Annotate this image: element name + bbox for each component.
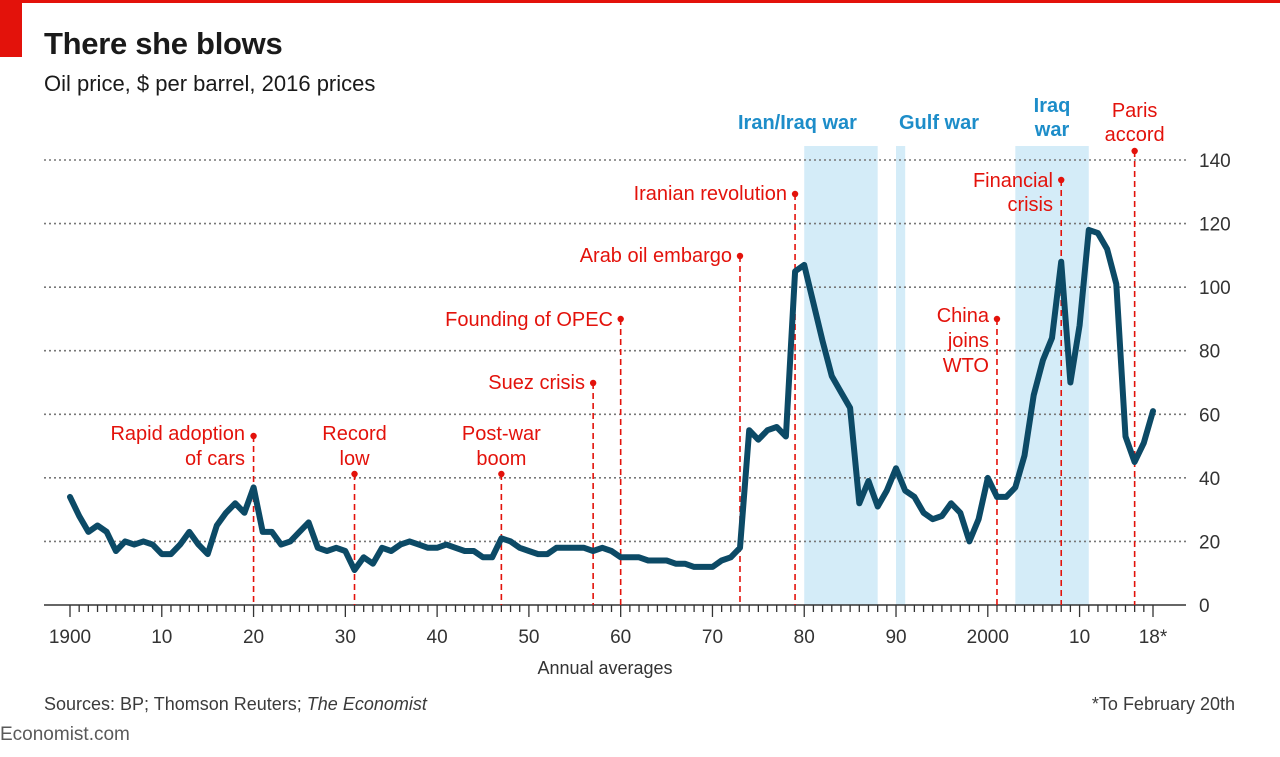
event-label-1957: Suez crisis [488,372,585,394]
sources-text: Sources: BP; Thomson Reuters; [44,694,307,714]
x-tick-label-30: 30 [335,627,356,648]
event-label-1947: boom [476,448,526,470]
chart-subtitle: Oil price, $ per barrel, 2016 prices [44,71,376,96]
y-tick-label-40: 40 [1199,469,1220,490]
x-tick-label-90: 90 [885,627,906,648]
x-axis-label: Annual averages [537,658,672,678]
y-tick-label-140: 140 [1199,151,1231,172]
x-tick-label-60: 60 [610,627,631,648]
event-dot-1947 [498,470,505,478]
war-band-1 [896,146,906,605]
event-dot-1973 [736,252,744,260]
event-label-2001: joins [947,330,989,352]
event-label-2001: China [937,305,990,327]
war-label-2: war [1034,119,1070,141]
event-label-2008: crisis [1007,194,1053,216]
event-dot-1931 [351,470,358,478]
event-label-1979: Iranian revolution [634,183,787,205]
y-tick-label-80: 80 [1199,342,1220,363]
war-label-2: Iraq [1034,95,1071,117]
event-label-2016: accord [1105,124,1165,146]
war-band-2 [1015,146,1089,605]
event-label-1931: Record [322,423,386,445]
red-tag [0,0,22,57]
x-tick-label-40: 40 [427,627,448,648]
y-tick-label-20: 20 [1199,532,1220,553]
event-label-2008: Financial [973,170,1053,192]
war-band-0 [804,146,878,605]
sources-note: Sources: BP; Thomson Reuters; The Econom… [44,694,427,715]
x-tick-label-50: 50 [518,627,539,648]
event-label-1973: Arab oil embargo [580,245,732,267]
top-accent-bar [0,0,1280,3]
sources-italic: The Economist [306,694,427,714]
y-tick-label-0: 0 [1199,596,1210,617]
event-dot-1960 [617,315,624,323]
oil-price-line [67,226,1156,573]
x-tick-label-70: 70 [702,627,723,648]
war-label-1: Gulf war [899,112,979,134]
event-dot-2008 [1058,176,1065,184]
event-dot-2016 [1131,147,1138,155]
y-tick-label-120: 120 [1199,215,1231,236]
war-label-0: Iran/Iraq war [738,112,857,134]
x-tick-label-2000: 2000 [967,627,1009,648]
event-label-1931: low [340,448,371,470]
y-tick-label-60: 60 [1199,405,1220,426]
brand-logo: Economist.com [0,724,130,745]
footnote: *To February 20th [1091,694,1235,714]
event-label-2001: WTO [943,355,989,377]
event-label-1920: Rapid adoption [110,423,245,445]
x-tick-label-10: 10 [151,627,172,648]
event-dot-1920 [250,432,257,440]
event-dot-2001 [993,315,1001,323]
x-tick-label-1900: 1900 [49,627,91,648]
event-dot-1957 [589,379,597,387]
x-tick-label-80: 80 [794,627,815,648]
y-tick-label-100: 100 [1199,278,1231,299]
event-label-1960: Founding of OPEC [445,309,613,331]
x-tick-label-10: 10 [1069,627,1090,648]
x-tick-label-20: 20 [243,627,264,648]
event-label-1920: of cars [185,448,245,470]
chart-title: There she blows [44,26,283,61]
event-dot-1979 [791,190,799,198]
x-tick-label-18*: 18* [1139,627,1168,648]
event-label-2016: Paris [1112,100,1158,122]
event-label-1947: Post-war [462,423,541,445]
